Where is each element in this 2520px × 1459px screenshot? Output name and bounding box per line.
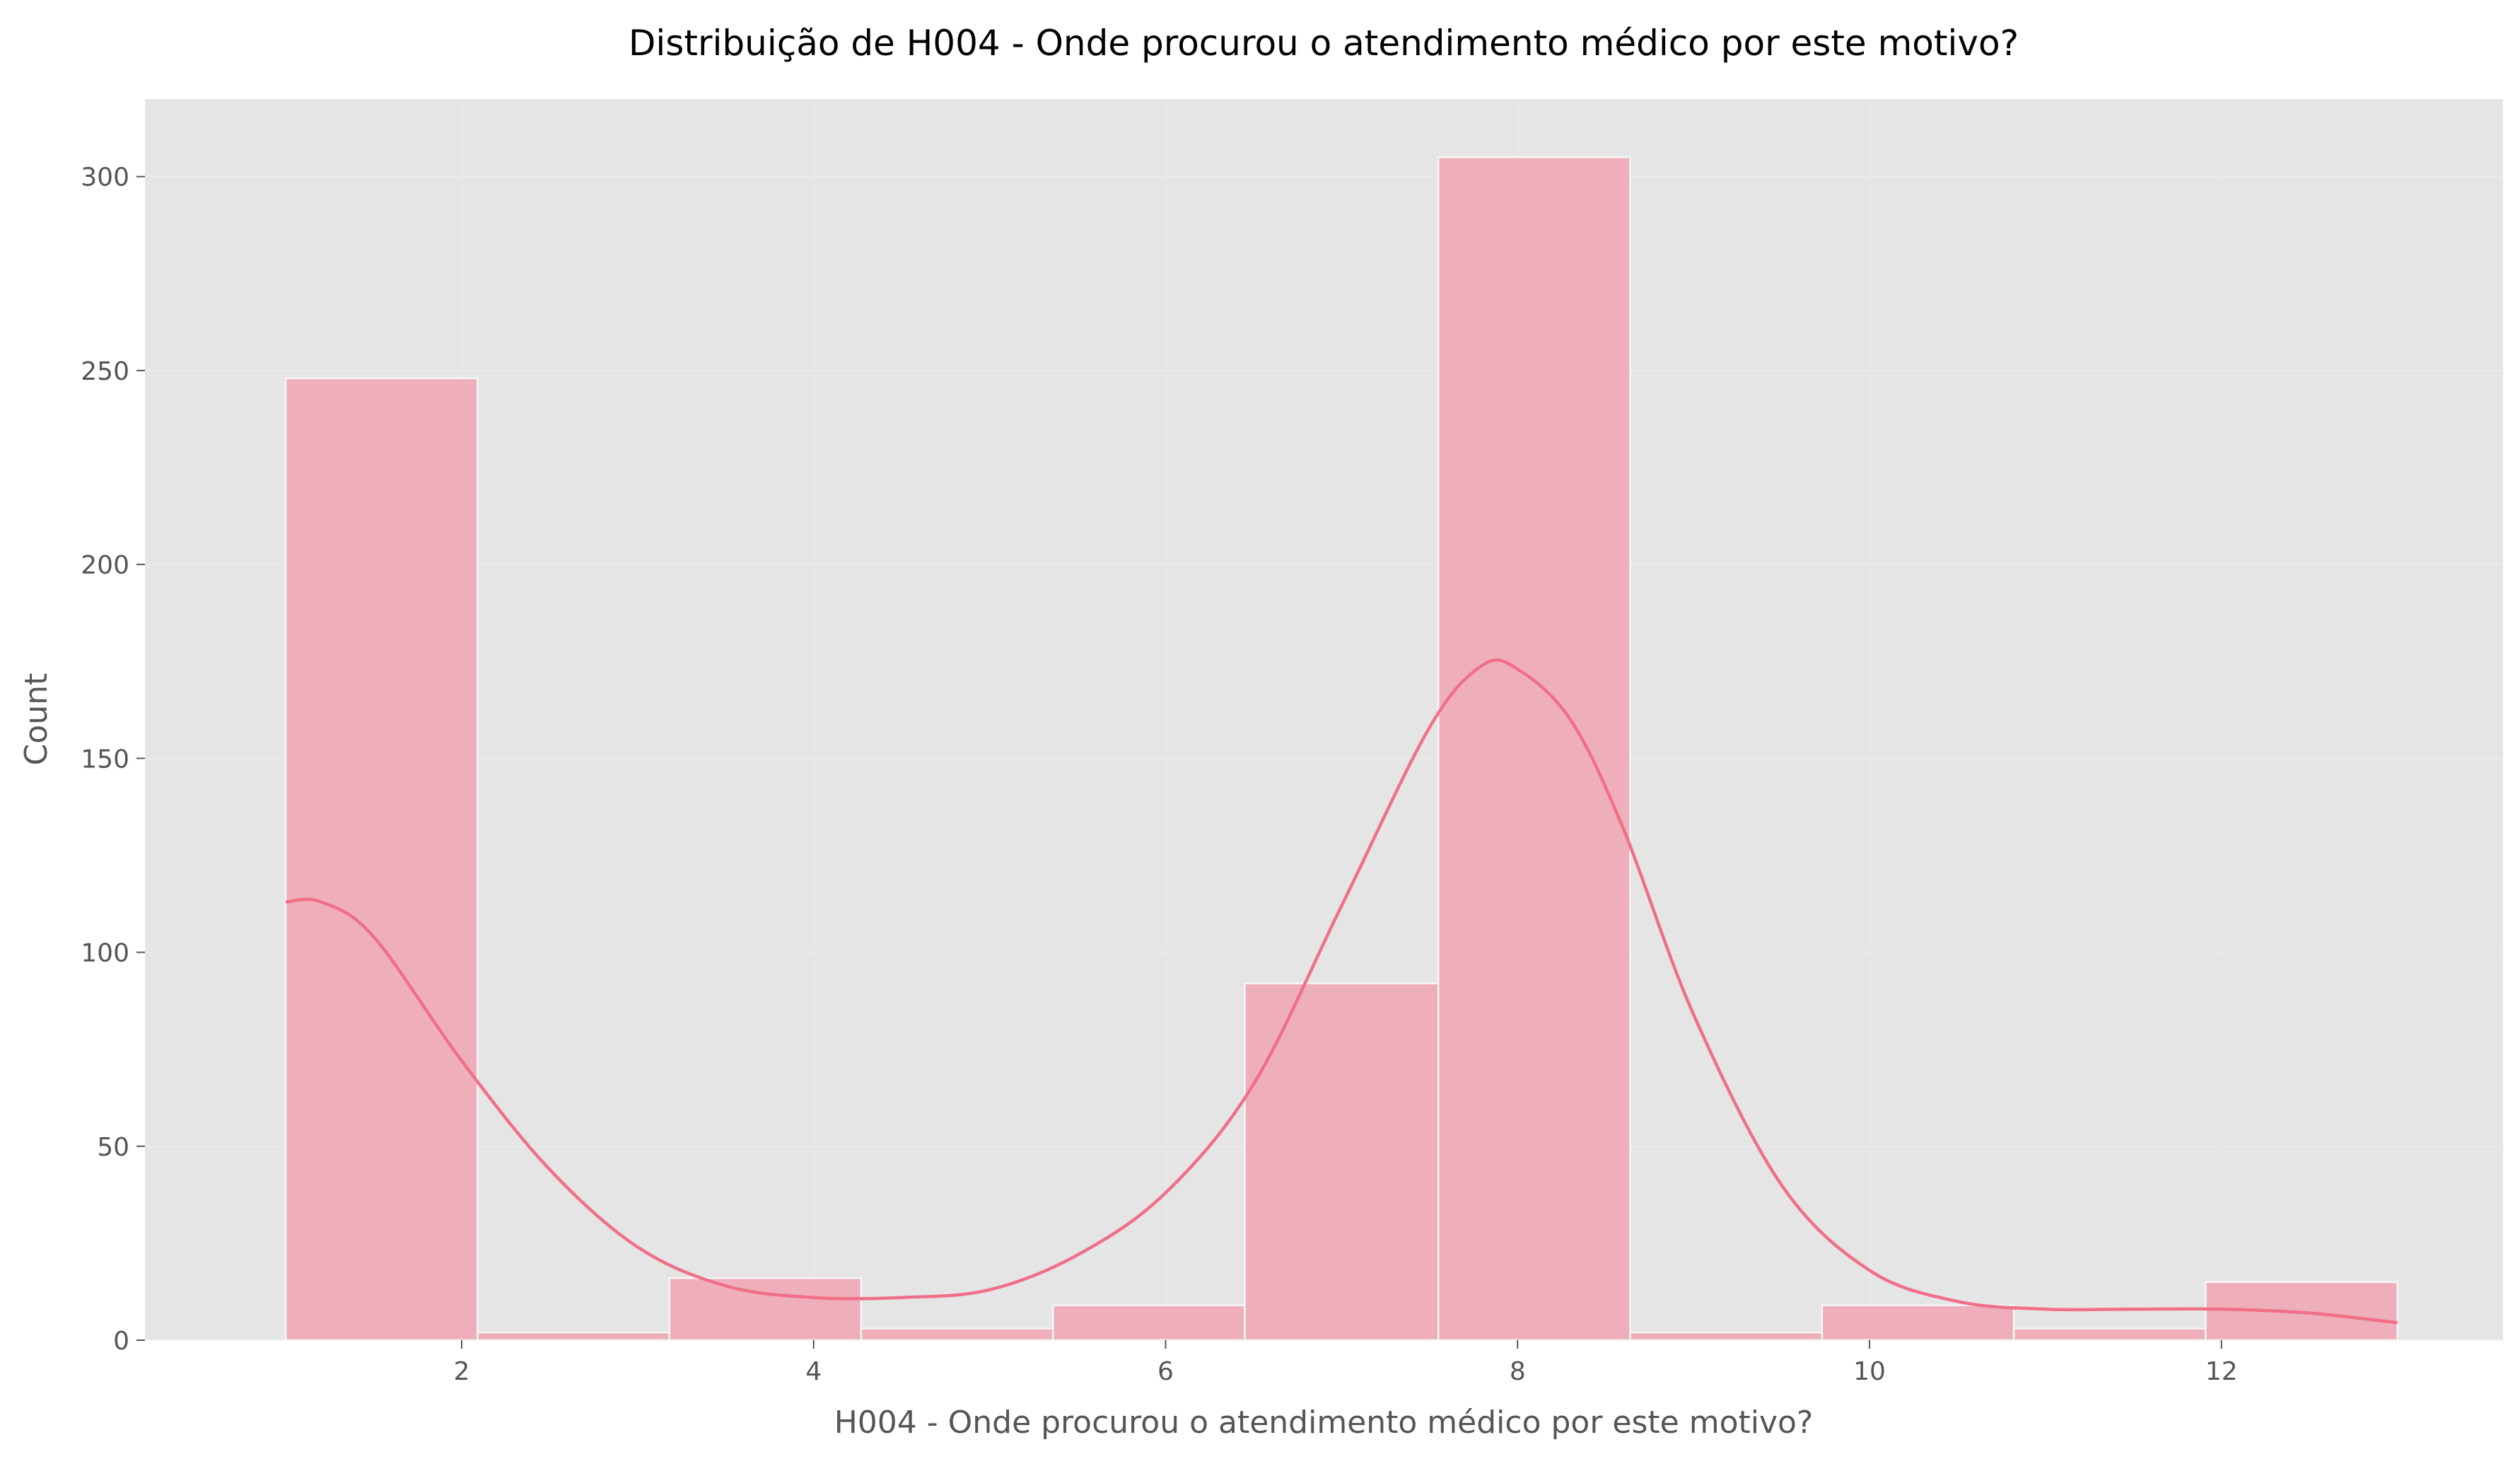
kde-line [285,658,2398,1325]
histogram-bar [1821,1304,2015,1342]
x-tick-label: 8 [1510,1357,1526,1386]
y-tick-label: 100 [81,939,129,968]
y-axis-label: Count [18,673,54,766]
kde-line-group [285,658,2398,1325]
histogram-bar [477,1331,670,1342]
histogram-bar [668,1277,863,1342]
histogram-bar [1244,982,1440,1342]
histogram-bar [1437,156,1631,1342]
histogram-bar [1051,1304,1246,1342]
x-axis-ticks: 2 4 6 8 10 12 [454,1340,2238,1386]
x-tick-label: 10 [1853,1357,1886,1386]
y-tick-label: 0 [113,1327,129,1356]
histogram-bar [2012,1327,2207,1342]
x-tick-label: 12 [2205,1357,2238,1386]
histogram-bar [1629,1331,1824,1342]
bars [284,156,2398,1342]
x-tick-label: 2 [454,1357,470,1386]
y-tick-label: 250 [81,357,129,386]
y-axis-ticks: 0 50 100 150 200 250 300 [81,163,145,1356]
histogram-bar [860,1327,1054,1342]
x-axis-label: H004 - Onde procurou o atendimento médic… [834,1405,1814,1441]
y-tick-label: 300 [81,163,129,192]
y-tick-label: 150 [81,745,129,774]
y-tick-label: 200 [81,551,129,580]
chart-title: Distribuição de H004 - Onde procurou o a… [629,23,2019,64]
y-tick-label: 50 [97,1133,129,1162]
x-tick-label: 4 [805,1357,822,1386]
x-tick-label: 6 [1157,1357,1174,1386]
histogram-bar [284,377,479,1342]
